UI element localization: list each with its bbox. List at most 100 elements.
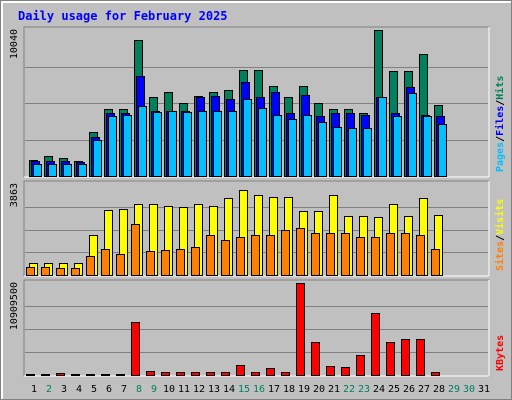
- legend-separator: /: [495, 136, 506, 142]
- bar-sites-day-20: [311, 233, 320, 276]
- legend-sites: Sites: [494, 241, 506, 271]
- bar-pages-day-6: [108, 116, 117, 177]
- bar-kbytes-day-16: [251, 372, 260, 376]
- legend-files: Files: [494, 106, 506, 136]
- bar-sites-day-13: [206, 235, 215, 276]
- bar-sites-day-26: [401, 233, 410, 276]
- legend-hits-files-pages: Pages/Files/Hits: [494, 76, 506, 172]
- bar-pages-day-12: [198, 111, 207, 177]
- day-label-6: 6: [106, 384, 112, 395]
- bar-pages-day-14: [228, 111, 237, 177]
- bar-kbytes-day-4: [71, 374, 80, 376]
- bar-pages-day-19: [303, 115, 312, 177]
- bar-kbytes-day-25: [386, 342, 395, 376]
- bar-kbytes-day-3: [56, 373, 65, 376]
- day-label-18: 18: [283, 384, 295, 395]
- day-label-7: 7: [121, 384, 127, 395]
- bar-pages-day-27: [423, 116, 432, 177]
- legend-separator: /: [495, 235, 506, 241]
- day-label-15: 15: [238, 384, 250, 395]
- bar-pages-day-2: [48, 164, 57, 177]
- day-label-14: 14: [223, 384, 235, 395]
- bar-kbytes-day-19: [296, 283, 305, 376]
- bar-sites-day-7: [116, 254, 125, 276]
- legend-visits-sites: Sites/Visits: [494, 199, 506, 271]
- bar-sites-day-1: [26, 267, 35, 276]
- bar-pages-day-11: [183, 112, 192, 177]
- bar-sites-day-28: [431, 249, 440, 276]
- legend-text: Sites/Visits: [494, 199, 506, 271]
- legend-kbytes: KBytes: [495, 335, 506, 371]
- day-label-17: 17: [268, 384, 280, 395]
- bar-pages-day-22: [348, 128, 357, 177]
- bar-pages-day-16: [258, 108, 267, 177]
- day-label-4: 4: [76, 384, 82, 395]
- day-label-16: 16: [253, 384, 265, 395]
- day-label-12: 12: [193, 384, 205, 395]
- bar-kbytes-day-10: [161, 372, 170, 376]
- bar-pages-day-8: [138, 106, 147, 177]
- bar-pages-day-17: [273, 115, 282, 177]
- bar-pages-day-26: [408, 93, 417, 177]
- bar-sites-day-22: [341, 233, 350, 276]
- bar-kbytes-day-5: [86, 374, 95, 376]
- bar-pages-day-21: [333, 127, 342, 177]
- chart-axis-labels: 10040 3863 10909500: [9, 29, 20, 330]
- bar-kbytes-day-26: [401, 339, 410, 376]
- bar-kbytes-day-20: [311, 342, 320, 376]
- bar-kbytes-day-22: [341, 367, 350, 376]
- bar-pages-day-18: [288, 119, 297, 177]
- bar-sites-day-2: [41, 267, 50, 276]
- bar-kbytes-day-6: [101, 374, 110, 376]
- bar-sites-day-9: [146, 251, 155, 276]
- legend-visits: Visits: [494, 199, 506, 235]
- day-label-11: 11: [178, 384, 190, 395]
- day-label-22: 22: [343, 384, 355, 395]
- day-label-5: 5: [91, 384, 97, 395]
- bar-pages-day-7: [123, 115, 132, 177]
- bar-kbytes-day-11: [176, 372, 185, 376]
- bar-sites-day-24: [371, 237, 380, 276]
- bar-kbytes-day-17: [266, 368, 275, 376]
- bar-kbytes-day-23: [356, 355, 365, 376]
- bar-pages-day-13: [213, 111, 222, 177]
- day-label-3: 3: [61, 384, 67, 395]
- axis-max-hits-files-pages: 10040: [9, 29, 20, 59]
- bar-pages-day-4: [78, 164, 87, 177]
- bar-sites-day-10: [161, 250, 170, 276]
- bar-sites-day-11: [176, 249, 185, 276]
- bar-kbytes-day-12: [191, 372, 200, 376]
- bar-sites-day-16: [251, 235, 260, 276]
- bar-kbytes-day-28: [431, 372, 440, 376]
- bar-sites-day-17: [266, 235, 275, 276]
- bar-kbytes-day-18: [281, 372, 290, 376]
- bar-sites-day-21: [326, 233, 335, 276]
- bar-pages-day-15: [243, 99, 252, 177]
- bar-kbytes-day-21: [326, 366, 335, 376]
- axis-max-kbytes: 10909500: [9, 282, 20, 330]
- chart-bars: [26, 30, 447, 376]
- day-label-25: 25: [388, 384, 400, 395]
- day-label-2: 2: [46, 384, 52, 395]
- bar-sites-day-3: [56, 268, 65, 276]
- day-label-28: 28: [433, 384, 445, 395]
- bar-kbytes-day-7: [116, 374, 125, 376]
- bar-pages-day-1: [33, 164, 42, 177]
- day-label-23: 23: [358, 384, 370, 395]
- bar-sites-day-18: [281, 230, 290, 276]
- bar-pages-day-9: [153, 112, 162, 177]
- day-label-20: 20: [313, 384, 325, 395]
- bar-sites-day-12: [191, 247, 200, 276]
- day-label-13: 13: [208, 384, 220, 395]
- legend-pages: Pages: [495, 142, 506, 172]
- bar-sites-day-8: [131, 224, 140, 276]
- day-label-24: 24: [373, 384, 385, 395]
- day-label-30: 30: [463, 384, 475, 395]
- bar-pages-day-28: [438, 124, 447, 177]
- bar-kbytes-day-1: [26, 374, 35, 376]
- legend-text: Pages/Files/Hits: [494, 76, 506, 172]
- day-label-27: 27: [418, 384, 430, 395]
- bar-pages-day-5: [93, 140, 102, 177]
